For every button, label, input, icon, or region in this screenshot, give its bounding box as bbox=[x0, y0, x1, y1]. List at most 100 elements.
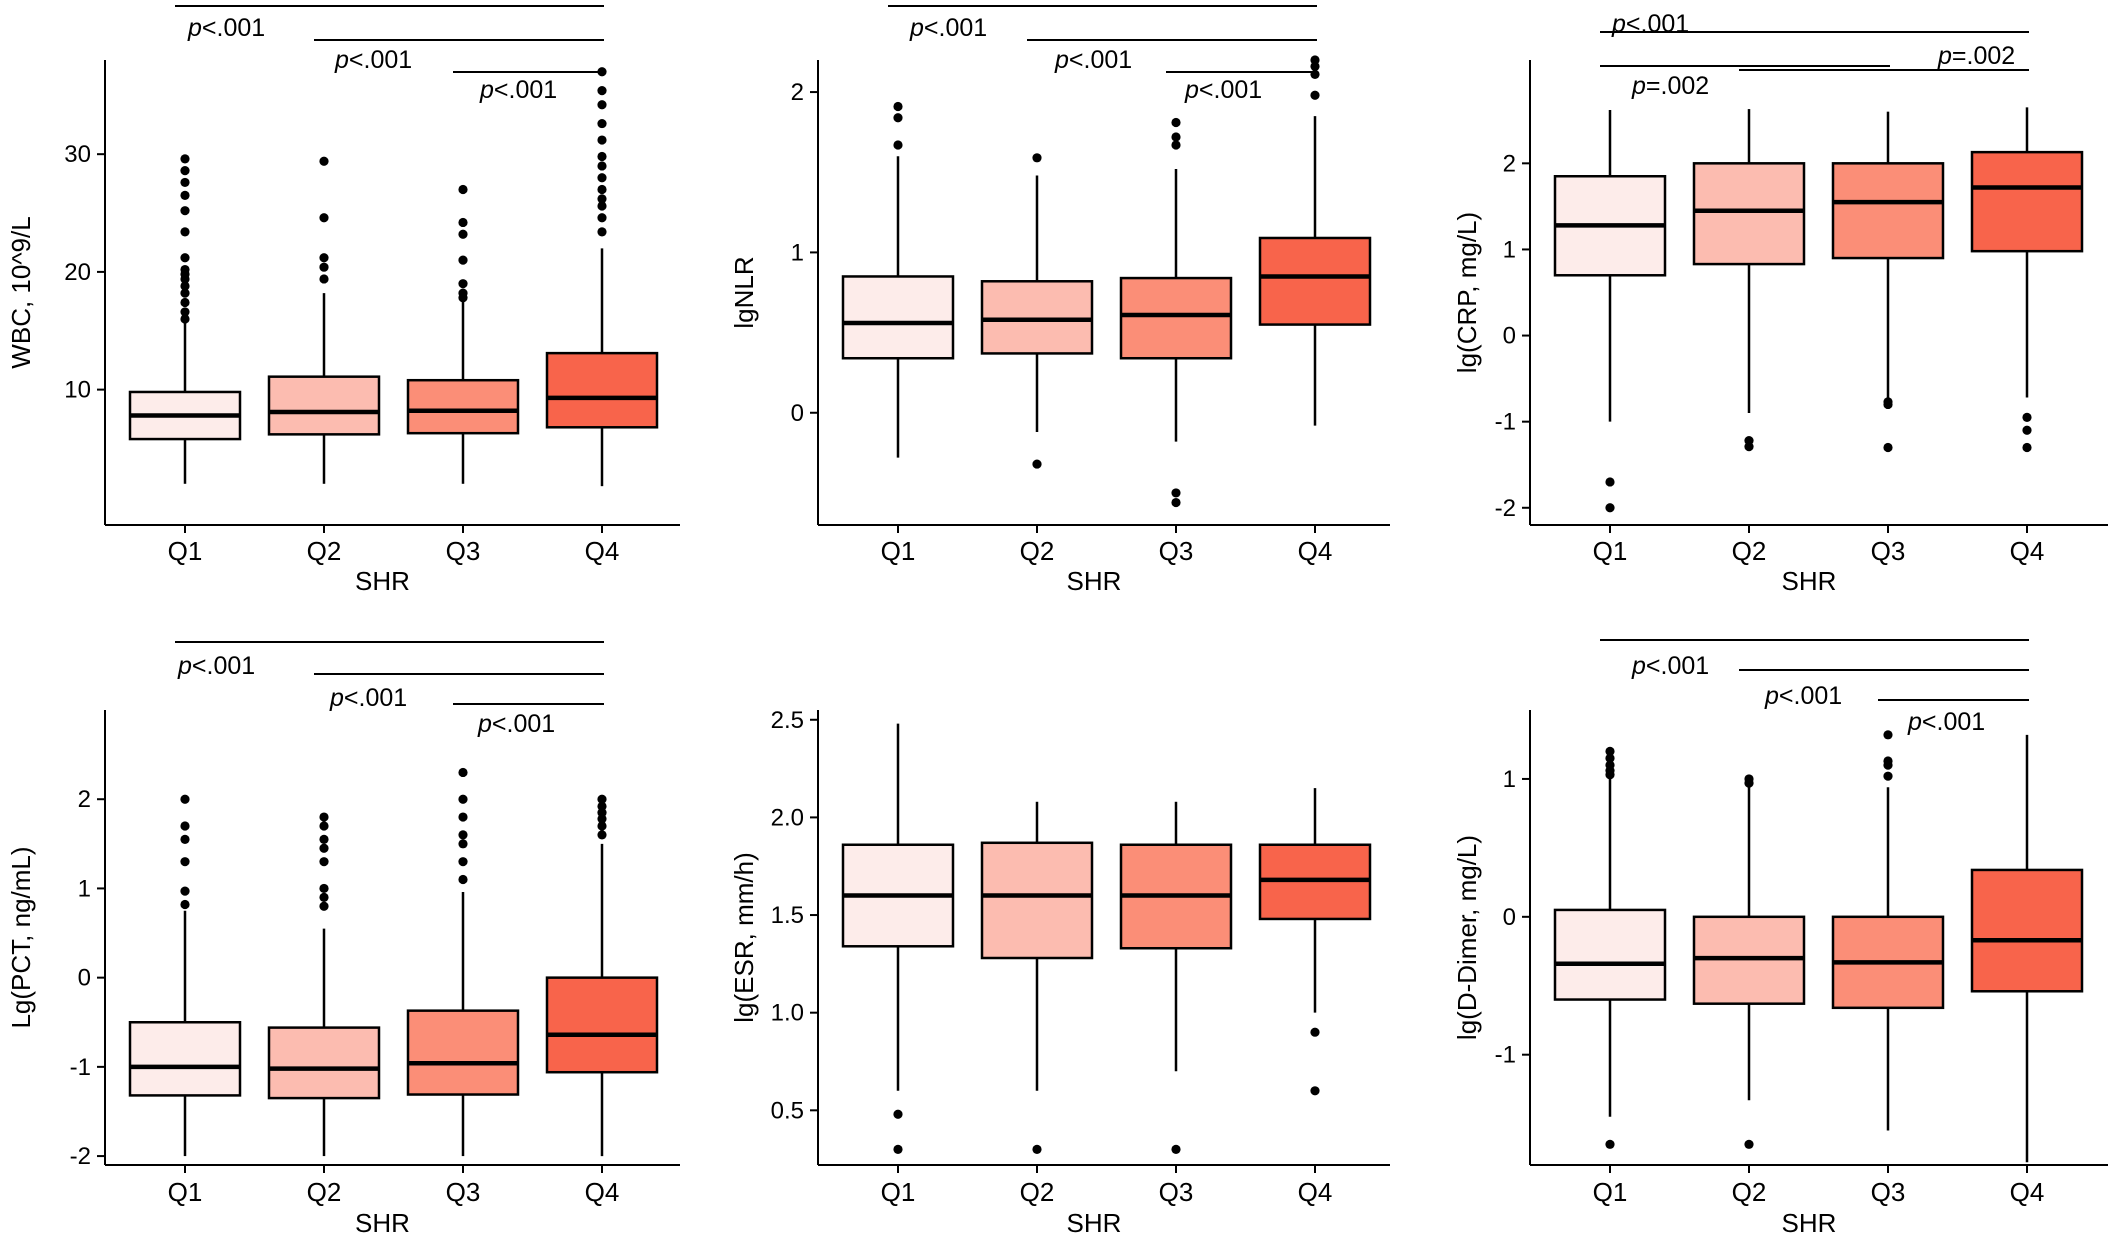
iqr-box bbox=[1119, 276, 1233, 360]
outlier-point bbox=[1605, 753, 1615, 763]
p-value-label: p<.001 bbox=[187, 14, 265, 42]
outlier-point bbox=[180, 154, 190, 164]
outlier-point bbox=[458, 217, 468, 228]
outlier-point bbox=[180, 821, 190, 831]
outlier-point bbox=[458, 255, 468, 265]
panel-4: -2 -1 0 1 2 Lg(PCT, ng/mL) SHR Q1 Q2 Q3 Q4 p<.001 p<… bbox=[6, 641, 680, 1238]
outlier-point bbox=[1310, 1027, 1320, 1037]
x-tick-label: Q1 bbox=[1593, 1177, 1628, 1207]
y-tick-label: 2.0 bbox=[771, 804, 804, 831]
box-Q3 bbox=[1119, 801, 1233, 1154]
y-axis-label: lg(CRP, mg/L) bbox=[1452, 212, 1482, 373]
x-axis-label: SHR bbox=[1067, 566, 1122, 596]
y-tick-label: 2 bbox=[1503, 150, 1516, 177]
outlier-point bbox=[319, 262, 329, 272]
outlier-point bbox=[2022, 442, 2032, 453]
outlier-point bbox=[319, 213, 329, 223]
box-Q2 bbox=[980, 801, 1094, 1154]
x-tick-label: Q4 bbox=[2010, 1177, 2045, 1207]
box-Q2 bbox=[1692, 109, 1806, 452]
outlier-point bbox=[180, 166, 190, 176]
outlier-point bbox=[319, 843, 329, 853]
outlier-point bbox=[1605, 760, 1615, 770]
outlier-point bbox=[1744, 774, 1754, 784]
y-tick-label: 0 bbox=[1503, 904, 1516, 931]
outlier-point bbox=[458, 812, 468, 822]
box-Q3 bbox=[1831, 111, 1945, 453]
panel-3: -2 -1 0 1 2 lg(CRP, mg/L) SHR Q1 Q2 Q3 Q4 p<.001 p=.… bbox=[1452, 10, 2108, 596]
x-tick-label: Q3 bbox=[1159, 536, 1194, 566]
iqr-box bbox=[1970, 868, 2084, 993]
x-tick-label: Q4 bbox=[1298, 536, 1333, 566]
outlier-point bbox=[597, 201, 607, 211]
outlier-point bbox=[458, 857, 468, 867]
panel-5: 0.5 1.0 1.5 2.0 2.5 lg(ESR, mm/h) SHR Q1 Q2 Q3 Q4 bbox=[729, 707, 1390, 1238]
iqr-box bbox=[406, 1009, 520, 1096]
x-tick-label: Q3 bbox=[1159, 1177, 1194, 1207]
outlier-point bbox=[180, 264, 190, 275]
box-Q4 bbox=[545, 67, 659, 487]
outlier-point bbox=[597, 794, 607, 804]
box-Q3 bbox=[406, 767, 520, 1157]
p-value-label: p<.001 bbox=[909, 14, 987, 42]
x-tick-label: Q4 bbox=[585, 1177, 620, 1207]
p-value-label: p<.001 bbox=[334, 46, 412, 74]
y-axis-label: WBC, 10^9/L bbox=[6, 216, 36, 368]
iqr-box bbox=[1692, 162, 1806, 266]
x-tick-label: Q1 bbox=[168, 536, 203, 566]
outlier-point bbox=[1310, 1086, 1320, 1096]
x-tick-label: Q3 bbox=[446, 536, 481, 566]
outlier-point bbox=[458, 874, 468, 885]
outlier-point bbox=[180, 190, 190, 200]
outlier-point bbox=[597, 830, 607, 840]
x-tick-label: Q1 bbox=[168, 1177, 203, 1207]
outlier-point bbox=[1310, 90, 1320, 100]
iqr-box bbox=[545, 351, 659, 429]
y-tick-label: 0 bbox=[78, 965, 91, 992]
y-tick-label: 0 bbox=[1503, 323, 1516, 350]
iqr-box bbox=[980, 841, 1094, 960]
x-axis-label: SHR bbox=[1782, 566, 1837, 596]
outlier-point bbox=[458, 794, 468, 804]
outlier-point bbox=[1883, 730, 1893, 740]
y-tick-label: 1 bbox=[1503, 236, 1516, 263]
x-tick-label: Q3 bbox=[446, 1177, 481, 1207]
outlier-point bbox=[458, 830, 468, 840]
box-Q1 bbox=[1553, 109, 1667, 513]
box-Q1 bbox=[128, 794, 242, 1157]
y-tick-label: -2 bbox=[70, 1143, 91, 1170]
y-tick-label: 30 bbox=[64, 141, 91, 168]
outlier-point bbox=[1171, 140, 1181, 150]
outlier-point bbox=[180, 177, 190, 188]
p-value-label: p<.001 bbox=[329, 684, 407, 712]
outlier-point bbox=[597, 184, 607, 195]
outlier-point bbox=[597, 151, 607, 162]
outlier-point bbox=[597, 821, 607, 831]
x-tick-label: Q3 bbox=[1871, 536, 1906, 566]
outlier-point bbox=[1605, 746, 1615, 756]
outlier-point bbox=[597, 213, 607, 223]
outlier-point bbox=[1883, 771, 1893, 781]
outlier-point bbox=[893, 1109, 903, 1119]
x-tick-label: Q4 bbox=[2010, 536, 2045, 566]
y-axis-label: lg(D-Dimer, mg/L) bbox=[1452, 835, 1482, 1040]
panel-6: -1 0 1 lg(D-Dimer, mg/L) SHR Q1 Q2 Q3 Q4 p<.001 p<… bbox=[1452, 639, 2108, 1238]
x-tick-label: Q4 bbox=[1298, 1177, 1333, 1207]
iqr-box bbox=[267, 1026, 381, 1100]
box-Q3 bbox=[406, 184, 520, 484]
iqr-box bbox=[128, 1021, 242, 1097]
y-tick-label: 0 bbox=[791, 400, 804, 427]
iqr-box bbox=[267, 375, 381, 436]
x-tick-label: Q2 bbox=[307, 536, 342, 566]
x-tick-label: Q1 bbox=[881, 536, 916, 566]
outlier-point bbox=[180, 253, 190, 263]
outlier-point bbox=[458, 279, 468, 289]
outlier-point bbox=[180, 281, 190, 291]
outlier-point bbox=[180, 297, 190, 308]
outlier-point bbox=[893, 113, 903, 123]
outlier-point bbox=[893, 101, 903, 112]
outlier-point bbox=[1171, 1144, 1181, 1154]
outlier-point bbox=[1605, 477, 1615, 487]
p-value-label: p<.001 bbox=[1611, 10, 1689, 38]
outlier-point bbox=[180, 227, 190, 237]
